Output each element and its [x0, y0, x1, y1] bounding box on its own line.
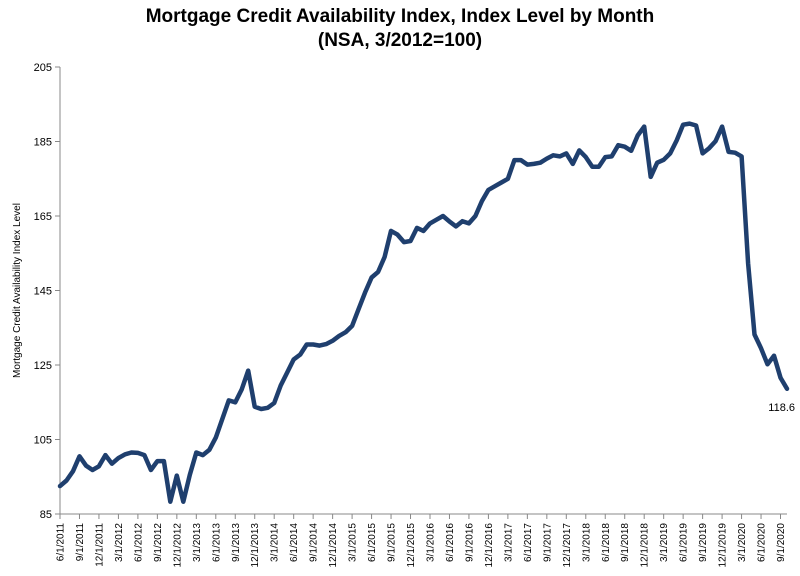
y-tick-label: 185: [34, 137, 52, 149]
x-tick-label: 12/1/2018: [640, 523, 651, 568]
y-tick-label: 105: [34, 435, 52, 447]
x-tick-label: 6/1/2017: [523, 523, 534, 562]
x-tick-label: 6/1/2011: [56, 523, 67, 562]
x-tick-label: 3/1/2015: [348, 523, 359, 562]
x-tick-label: 9/1/2012: [153, 523, 164, 562]
x-tick-label: 6/1/2013: [211, 523, 222, 562]
x-tick-label: 6/1/2015: [367, 523, 378, 562]
x-tick-label: 9/1/2011: [75, 523, 86, 562]
x-tick-label: 6/1/2020: [757, 523, 768, 562]
x-tick-label: 3/1/2017: [503, 523, 514, 562]
x-axis-ticks: 6/1/2011 9/1/2011 12/1/2011 3/1/2012 6/1/201…: [56, 514, 787, 568]
x-tick-label: 9/1/2014: [309, 523, 320, 562]
y-tick-label: 85: [40, 509, 52, 521]
x-tick-label: 3/1/2012: [114, 523, 125, 562]
x-tick-label: 9/1/2017: [542, 523, 553, 562]
x-tick-label: 6/1/2016: [445, 523, 456, 562]
x-tick-label: 6/1/2019: [679, 523, 690, 562]
x-tick-label: 12/1/2013: [250, 523, 261, 568]
x-tick-label: 3/1/2018: [581, 523, 592, 562]
x-tick-label: 6/1/2014: [289, 523, 300, 562]
x-tick-label: 12/1/2011: [94, 523, 105, 567]
x-tick-label: 3/1/2020: [737, 523, 748, 562]
end-value-label: 118.6: [768, 402, 795, 414]
x-tick-label: 3/1/2016: [425, 523, 436, 562]
x-tick-label: 9/1/2013: [231, 523, 242, 562]
x-tick-label: 9/1/2019: [698, 523, 709, 562]
x-tick-label: 9/1/2018: [620, 523, 631, 562]
y-tick-label: 205: [34, 62, 52, 74]
series-line: [57, 121, 790, 504]
x-tick-label: 6/1/2012: [133, 523, 144, 562]
x-tick-label: 12/1/2015: [406, 523, 417, 568]
x-tick-label: 12/1/2019: [718, 523, 729, 568]
y-tick-label: 145: [34, 286, 52, 298]
y-axis-ticks: 85 105 125 145 165 185 205: [34, 62, 60, 521]
chart-title: Mortgage Credit Availability Index, Inde…: [145, 6, 655, 27]
x-tick-label: 9/1/2020: [776, 523, 787, 562]
y-axis-label: Mortgage Credit Availability Index Level: [12, 203, 23, 378]
x-tick-label: 6/1/2018: [601, 523, 612, 562]
x-tick-label: 9/1/2015: [387, 523, 398, 562]
x-tick-label: 9/1/2016: [464, 523, 475, 562]
y-tick-label: 125: [34, 360, 52, 372]
x-tick-label: 3/1/2014: [270, 523, 281, 562]
x-tick-label: 3/1/2013: [192, 523, 203, 562]
x-tick-label: 12/1/2016: [484, 523, 495, 568]
x-tick-label: 12/1/2014: [328, 523, 339, 568]
chart-subtitle: (NSA, 3/2012=100): [317, 30, 483, 51]
x-tick-label: 3/1/2019: [659, 523, 670, 562]
x-tick-label: 12/1/2012: [172, 523, 183, 568]
x-tick-label: 12/1/2017: [562, 523, 573, 568]
y-tick-label: 165: [34, 211, 52, 223]
